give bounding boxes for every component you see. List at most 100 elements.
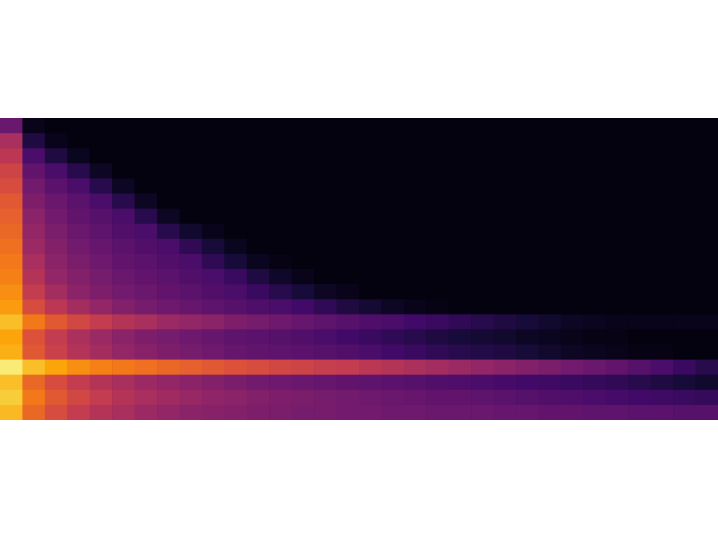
heatmap-cell [539,254,562,270]
heatmap-cell [90,239,113,255]
heatmap-cell [45,254,68,270]
heatmap-cell [673,329,696,345]
heatmap-cell [539,284,562,300]
heatmap-cell [135,329,158,345]
heatmap-cell [651,405,674,420]
heatmap-cell [112,239,135,255]
heatmap-cell [426,224,449,240]
heatmap-cell [247,345,270,361]
heatmap-cell [494,345,517,361]
heatmap-cell [45,239,68,255]
heatmap-cell [516,163,539,179]
heatmap-cell [606,254,629,270]
heatmap-cell [314,345,337,361]
heatmap-cell [359,405,382,420]
heatmap-cell [404,254,427,270]
heatmap-cell [404,345,427,361]
heatmap-cell [539,194,562,210]
heatmap-cell [224,209,247,225]
heatmap-cell [247,405,270,420]
heatmap-cell [696,345,718,361]
heatmap-cell [292,299,315,315]
heatmap-cell [247,269,270,285]
heatmap-cell [696,194,718,210]
heatmap-cell [539,360,562,376]
heatmap-cell [359,375,382,391]
heatmap-cell [606,118,629,134]
heatmap-cell [381,163,404,179]
heatmap-cell [606,163,629,179]
heatmap-cell [247,133,270,149]
heatmap-cell [292,148,315,164]
heatmap-cell [471,375,494,391]
heatmap-cell [314,194,337,210]
heatmap-cell [516,390,539,406]
heatmap-cell [449,194,472,210]
heatmap-cell [673,269,696,285]
heatmap-cell [673,194,696,210]
heatmap-cell [583,239,606,255]
heatmap-cell [292,209,315,225]
heatmap-cell [494,118,517,134]
heatmap-cell [247,224,270,240]
heatmap-cell [359,284,382,300]
heatmap-cell [0,209,23,225]
heatmap-cell [0,405,23,420]
heatmap-cell [651,329,674,345]
heatmap-cell [0,269,23,285]
heatmap-cell [157,254,180,270]
heatmap-cell [337,405,360,420]
heatmap-cell [673,345,696,361]
heatmap-cell [628,269,651,285]
heatmap-cell [247,163,270,179]
heatmap-cell [247,360,270,376]
heatmap-cell [112,133,135,149]
heatmap-cell [381,178,404,194]
heatmap-cell [426,209,449,225]
heatmap-cell [0,375,23,391]
heatmap-cell [651,178,674,194]
heatmap-cell [45,284,68,300]
heatmap-cell [224,133,247,149]
heatmap-cell [202,345,225,361]
heatmap-cell [292,178,315,194]
heatmap-cell [404,360,427,376]
heatmap-cell [404,284,427,300]
heatmap-cell [202,375,225,391]
heatmap-cell [561,360,584,376]
heatmap-cell [606,375,629,391]
heatmap-cell [471,314,494,330]
heatmap-cell [628,329,651,345]
heatmap-cell [381,375,404,391]
heatmap-cell [426,118,449,134]
heatmap-cell [494,239,517,255]
heatmap-cell [516,194,539,210]
heatmap-cell [471,390,494,406]
heatmap-cell [628,118,651,134]
heatmap-cell [112,118,135,134]
heatmap-cell [135,345,158,361]
heatmap-cell [269,224,292,240]
heatmap-cell [22,405,45,420]
heatmap-cell [180,178,203,194]
heatmap-cell [45,390,68,406]
heatmap-cell [471,284,494,300]
heatmap-cell [651,209,674,225]
heatmap-cell [471,269,494,285]
heatmap-cell [292,360,315,376]
heatmap-cell [67,194,90,210]
heatmap-cell [696,360,718,376]
heatmap-cell [404,269,427,285]
heatmap-cell [314,118,337,134]
heatmap-cell [112,345,135,361]
heatmap-cell [583,118,606,134]
heatmap-cell [426,133,449,149]
heatmap-cell [539,375,562,391]
heatmap-cell [180,284,203,300]
heatmap-cell [0,329,23,345]
heatmap-cell [135,284,158,300]
heatmap-cell [426,239,449,255]
heatmap-cell [426,345,449,361]
heatmap-cell [673,133,696,149]
heatmap-cell [606,329,629,345]
